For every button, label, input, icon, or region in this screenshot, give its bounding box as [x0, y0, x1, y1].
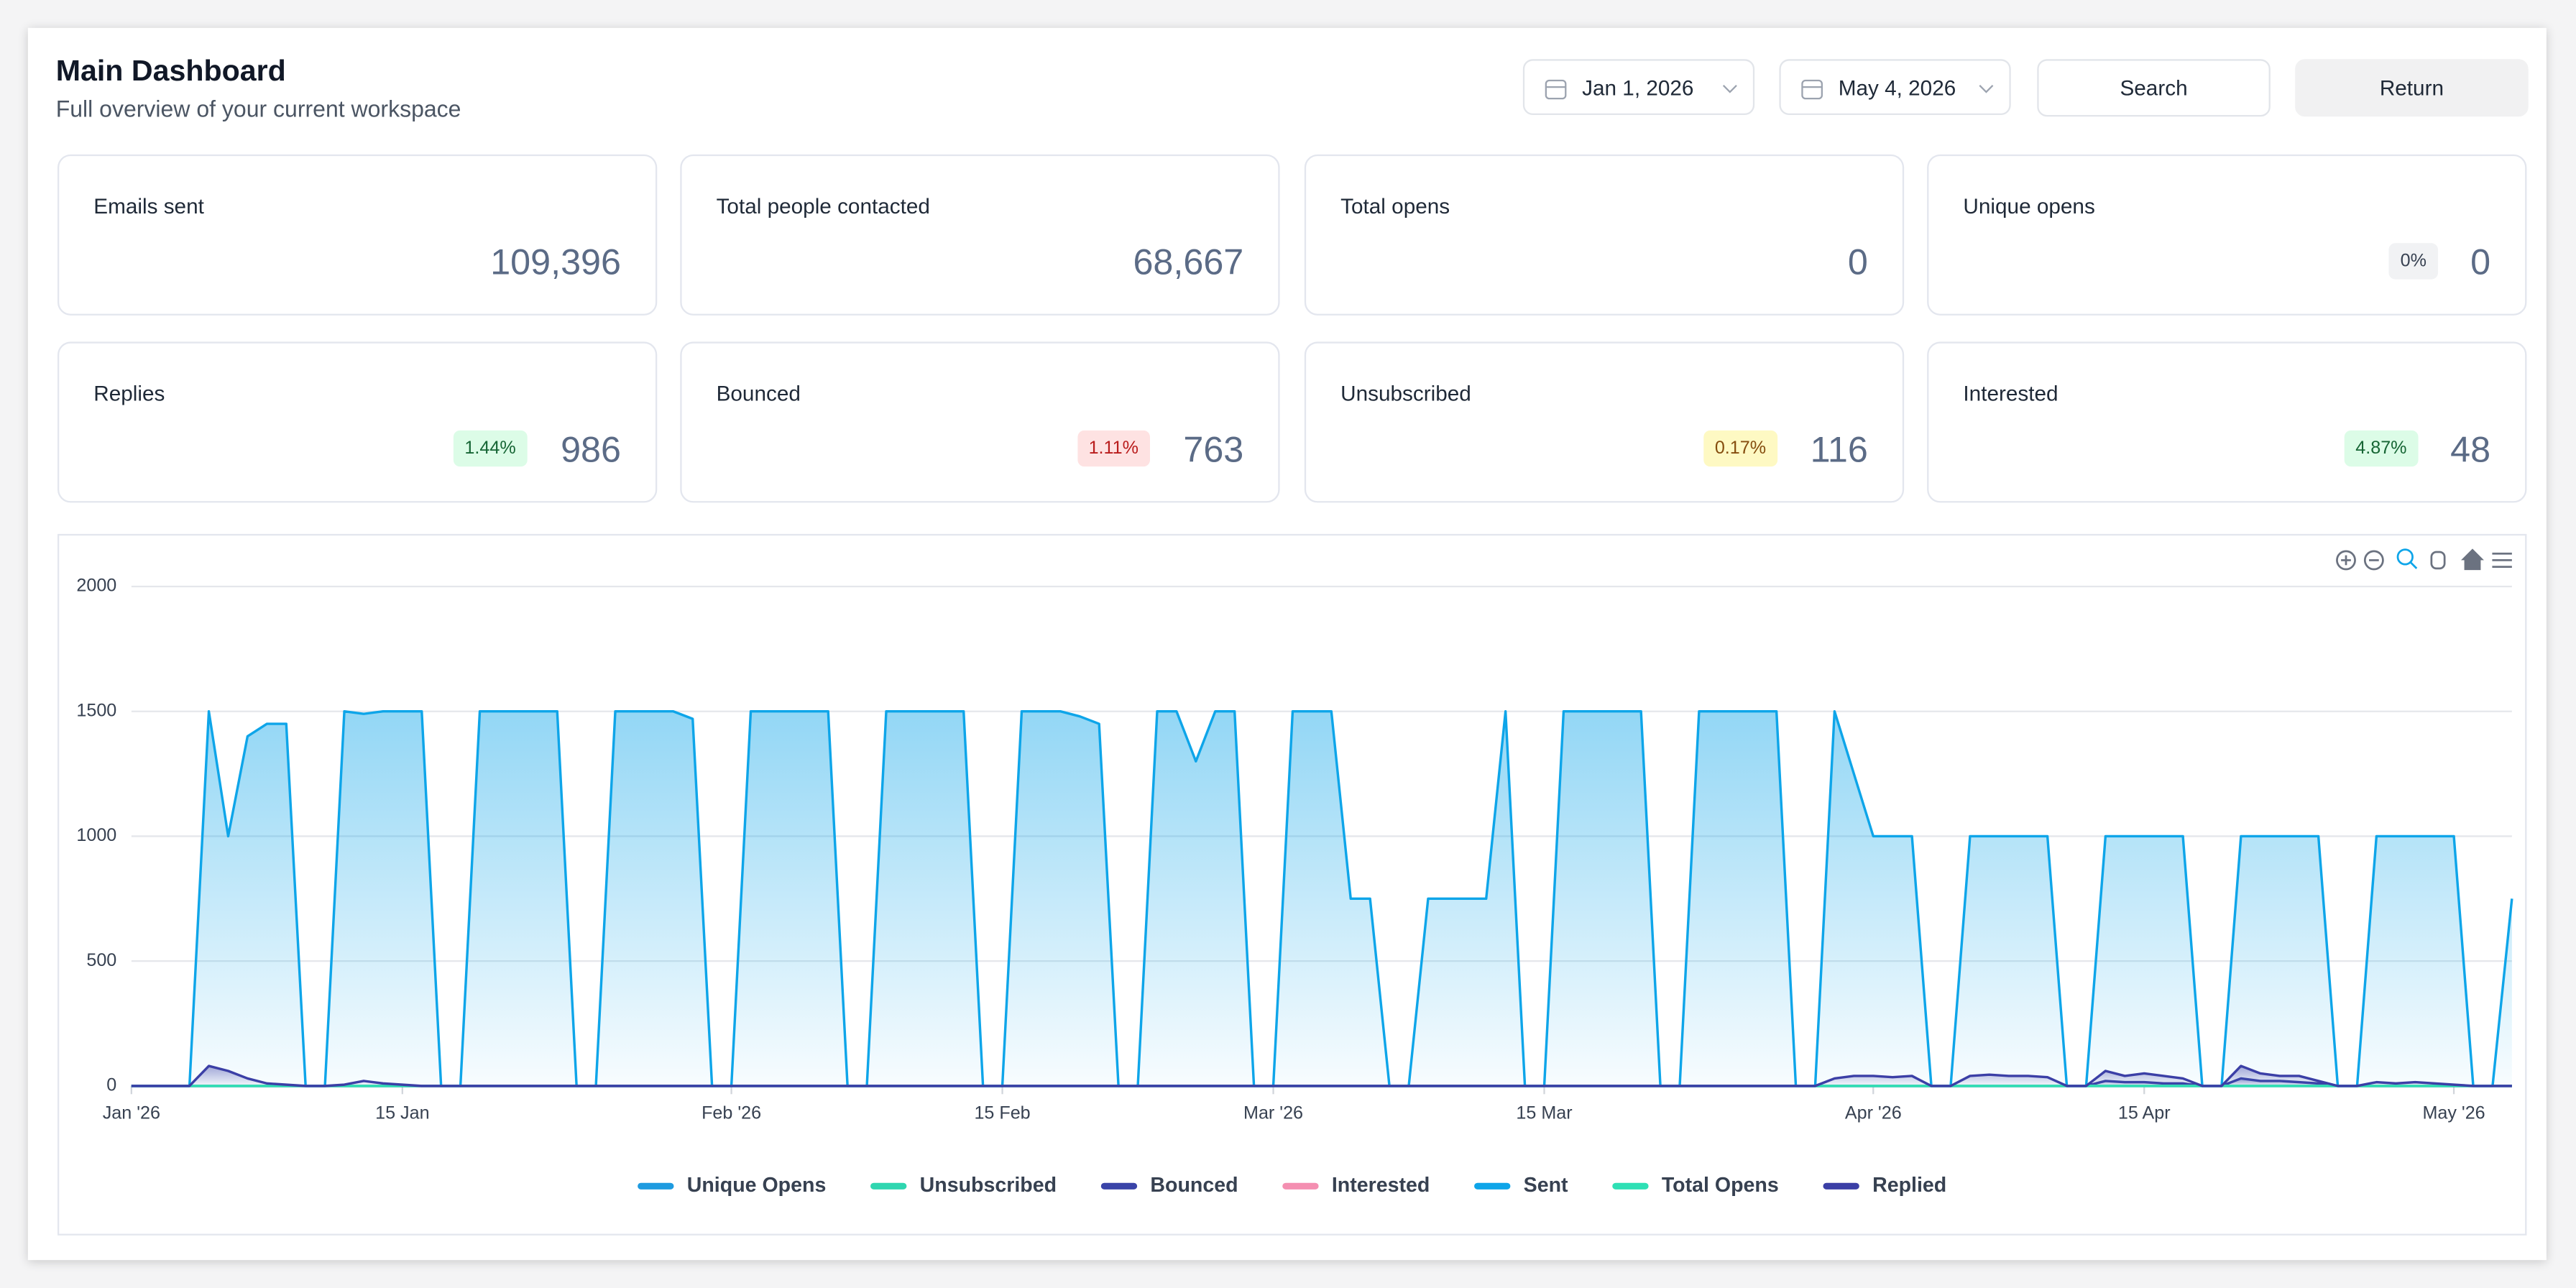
end-date: May 4, 2026 — [1838, 75, 1956, 101]
x-tick-label: 15 Mar — [1516, 1103, 1572, 1123]
stat-label: Replies — [93, 381, 165, 406]
stat-card: Emails sent 109,396 — [57, 154, 658, 316]
end-date-picker[interactable]: May 4, 2026 — [1779, 59, 2011, 115]
stat-value: 986 — [561, 428, 621, 470]
stat-card: Unsubscribed 116 0.17% — [1304, 341, 1905, 503]
legend-marker — [1474, 1182, 1511, 1190]
legend-item[interactable]: Bounced — [1100, 1174, 1238, 1197]
return-button[interactable]: Return — [2295, 59, 2529, 117]
legend-label: Unique Opens — [687, 1174, 827, 1197]
stat-badge: 1.44% — [453, 430, 528, 467]
x-tick-label: 15 Jan — [375, 1103, 429, 1123]
stat-value: 68,667 — [1133, 241, 1244, 283]
chart: 0 500 1000 1500 2000 Jan '26 15 Jan Feb '26 15 F… — [76, 548, 2513, 1197]
stat-value: 0 — [2470, 241, 2491, 283]
legend-label: Interested — [1332, 1174, 1430, 1197]
y-tick-label: 0 — [106, 1075, 116, 1095]
start-date: Jan 1, 2026 — [1582, 75, 1694, 101]
zoom-in-button[interactable] — [2336, 550, 2356, 571]
page-subtitle: Full overview of your current workspace — [55, 95, 461, 122]
x-tick-label: 15 Feb — [974, 1103, 1030, 1123]
chart-toolbar — [2336, 548, 2512, 571]
x-tick-label: Apr '26 — [1845, 1103, 1902, 1123]
legend: Unique Opens Unsubscribed Bounced Intereste… — [638, 1174, 1946, 1197]
x-tick-label: Mar '26 — [1243, 1103, 1303, 1123]
reset-button[interactable] — [2460, 548, 2484, 571]
chart-card: 0 500 1000 1500 2000 Jan '26 15 Jan Feb '26 15 F… — [57, 533, 2527, 1236]
legend-marker — [1100, 1182, 1138, 1190]
stat-value: 0 — [1847, 241, 1868, 283]
stat-label: Interested — [1963, 381, 2058, 406]
legend-label: Total Opens — [1662, 1174, 1779, 1197]
legend-marker — [1282, 1182, 1319, 1190]
stat-badge: 0.17% — [1703, 430, 1778, 467]
y-tick-label: 1500 — [76, 700, 116, 720]
legend-item[interactable]: Unsubscribed — [870, 1174, 1057, 1197]
y-tick-label: 2000 — [76, 576, 116, 596]
stat-label: Bounced — [716, 381, 801, 406]
zoom-out-button[interactable] — [2363, 550, 2384, 571]
y-tick-label: 500 — [86, 950, 116, 970]
search-button[interactable]: Search — [2037, 59, 2271, 117]
legend-marker — [638, 1182, 674, 1190]
series-area — [131, 1066, 2512, 1086]
stat-card: Total people contacted 68,667 — [680, 154, 1280, 316]
series-line — [131, 709, 2513, 1087]
calendar-icon — [1545, 79, 1567, 100]
stat-label: Unique opens — [1963, 193, 2095, 218]
stat-label: Total opens — [1340, 193, 1450, 218]
x-tick-label: Feb '26 — [702, 1103, 761, 1123]
chevron — [1979, 85, 1994, 93]
stat-value: 109,396 — [490, 241, 621, 283]
stat-card: Total opens 0 — [1304, 154, 1905, 316]
stat-badge: 1.11% — [1077, 430, 1150, 467]
x-tick-label: May '26 — [2422, 1103, 2485, 1123]
stat-card: Bounced 763 1.11% — [680, 341, 1280, 503]
x-tick-label: Jan '26 — [103, 1103, 160, 1123]
legend-label: Replied — [1872, 1174, 1946, 1197]
series-line — [131, 1064, 2512, 1087]
legend-label: Unsubscribed — [920, 1174, 1057, 1197]
selection-zoom-button[interactable] — [2396, 548, 2418, 569]
stat-value: 116 — [1810, 428, 1868, 470]
page-title: Main Dashboard — [55, 54, 286, 88]
pan-button[interactable] — [2430, 551, 2446, 570]
menu-button[interactable] — [2492, 552, 2512, 568]
legend-item[interactable]: Interested — [1282, 1174, 1430, 1197]
legend-item[interactable]: Total Opens — [1612, 1174, 1779, 1197]
legend-marker — [1612, 1182, 1649, 1190]
legend-marker — [870, 1182, 907, 1190]
legend-marker — [1823, 1182, 1859, 1190]
start-date-picker[interactable]: Jan 1, 2026 — [1522, 59, 1755, 115]
calendar-icon — [1801, 79, 1823, 100]
legend-label: Sent — [1524, 1174, 1568, 1197]
stat-badge: 0% — [2388, 243, 2438, 280]
legend-item[interactable]: Unique Opens — [638, 1174, 826, 1197]
y-tick-label: 1000 — [76, 825, 116, 845]
stat-card: Unique opens 0 0% — [1927, 154, 2527, 316]
stat-value: 48 — [2450, 428, 2491, 470]
legend-label: Bounced — [1150, 1174, 1238, 1197]
stat-badge: 4.87% — [2344, 430, 2419, 467]
stat-label: Total people contacted — [716, 193, 930, 218]
legend-item[interactable]: Sent — [1474, 1174, 1568, 1197]
series-area — [131, 711, 2512, 1086]
stat-card: Replies 986 1.44% — [57, 341, 658, 503]
chevron — [1722, 85, 1737, 93]
legend-item[interactable]: Replied — [1823, 1174, 1947, 1197]
stat-label: Emails sent — [93, 193, 204, 218]
stat-card: Interested 48 4.87% — [1927, 341, 2527, 503]
x-tick-label: 15 Apr — [2118, 1103, 2171, 1123]
stat-value: 763 — [1183, 428, 1244, 470]
stat-label: Unsubscribed — [1340, 381, 1471, 406]
